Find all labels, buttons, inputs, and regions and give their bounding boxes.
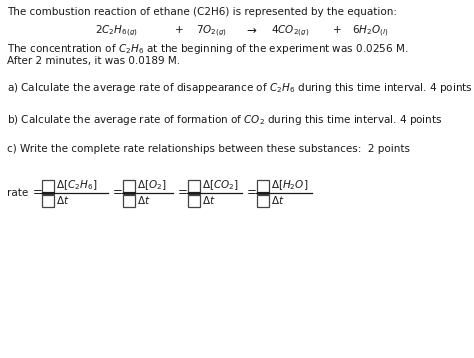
Text: =: = xyxy=(178,187,188,199)
Bar xyxy=(257,179,269,192)
Text: $\Delta[C_2H_6]$: $\Delta[C_2H_6]$ xyxy=(56,179,97,192)
Text: $\Delta t$: $\Delta t$ xyxy=(137,194,150,207)
Text: $2C_2H_{6(g)}$: $2C_2H_{6(g)}$ xyxy=(95,24,138,39)
Bar xyxy=(257,194,269,207)
Text: =: = xyxy=(33,187,43,199)
Text: rate: rate xyxy=(7,188,28,198)
Text: $\Delta t$: $\Delta t$ xyxy=(202,194,216,207)
Bar xyxy=(42,179,54,192)
Text: The combustion reaction of ethane (C2H6) is represented by the equation:: The combustion reaction of ethane (C2H6)… xyxy=(7,7,397,17)
Text: c) Write the complete rate relationships between these substances:  2 points: c) Write the complete rate relationships… xyxy=(7,144,410,154)
Text: $\Delta[O_2]$: $\Delta[O_2]$ xyxy=(137,179,166,192)
Text: $4CO_{2(g)}$: $4CO_{2(g)}$ xyxy=(271,24,309,39)
Text: $6H_2O_{(l)}$: $6H_2O_{(l)}$ xyxy=(352,24,389,39)
Text: The concentration of $C_2H_6$ at the beginning of the experiment was 0.0256 M.: The concentration of $C_2H_6$ at the beg… xyxy=(7,42,408,56)
Text: b) Calculate the average rate of formation of $CO_2$ during this time interval. : b) Calculate the average rate of formati… xyxy=(7,113,443,127)
Text: $\rightarrow$: $\rightarrow$ xyxy=(244,24,257,37)
Text: $\Delta[H_2O]$: $\Delta[H_2O]$ xyxy=(271,179,308,192)
Text: $\Delta t$: $\Delta t$ xyxy=(271,194,284,207)
Text: $+$: $+$ xyxy=(332,24,342,35)
Text: $+$: $+$ xyxy=(174,24,183,35)
Text: =: = xyxy=(113,187,123,199)
Text: After 2 minutes, it was 0.0189 M.: After 2 minutes, it was 0.0189 M. xyxy=(7,56,180,66)
Bar xyxy=(188,179,200,192)
Text: =: = xyxy=(247,187,257,199)
Text: $\Delta t$: $\Delta t$ xyxy=(56,194,70,207)
Text: a) Calculate the average rate of disappearance of $C_2H_6$ during this time inte: a) Calculate the average rate of disappe… xyxy=(7,81,473,95)
Bar xyxy=(123,194,135,207)
Bar xyxy=(188,194,200,207)
Bar xyxy=(123,179,135,192)
Bar xyxy=(42,194,54,207)
Text: $7O_{2(g)}$: $7O_{2(g)}$ xyxy=(196,24,227,39)
Text: $\Delta[CO_2]$: $\Delta[CO_2]$ xyxy=(202,179,239,192)
